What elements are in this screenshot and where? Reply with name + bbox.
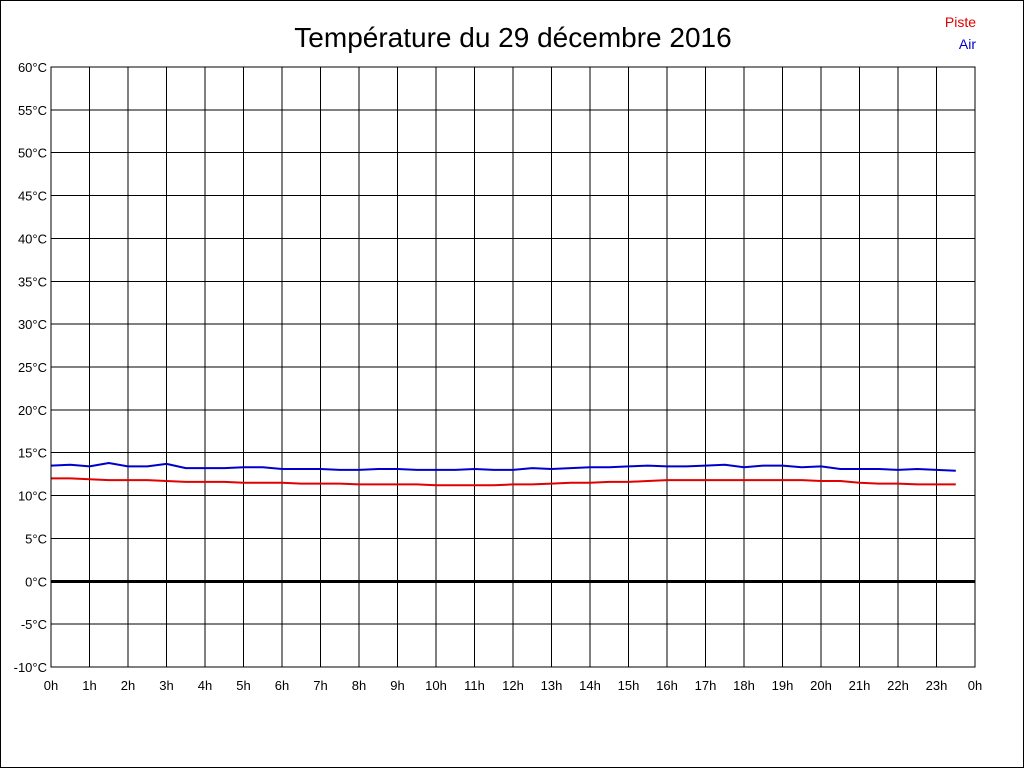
y-tick-label: -10°C xyxy=(14,660,47,675)
x-tick-label: 3h xyxy=(159,678,173,693)
chart-title: Température du 29 décembre 2016 xyxy=(294,22,731,53)
plot-border xyxy=(50,66,976,668)
x-tick-label: 1h xyxy=(82,678,96,693)
y-tick-label: 45°C xyxy=(18,189,47,204)
x-tick-label: 21h xyxy=(849,678,871,693)
x-tick-label: 12h xyxy=(502,678,524,693)
series-lines xyxy=(50,462,956,487)
x-tick-label: 17h xyxy=(695,678,717,693)
y-tick-label: 10°C xyxy=(18,489,47,504)
x-tick-label: 9h xyxy=(390,678,404,693)
y-tick-label: 25°C xyxy=(18,360,47,375)
x-tick-label: 16h xyxy=(656,678,678,693)
x-tick-label: 23h xyxy=(926,678,948,693)
y-tick-label: -5°C xyxy=(21,617,47,632)
y-tick-label: 60°C xyxy=(18,60,47,75)
x-tick-label: 0h xyxy=(44,678,58,693)
y-axis: 60°C 55°C 50°C 45°C 40°C 35°C 30°C 25°C 20°C 15°C… xyxy=(14,60,47,675)
x-tick-label: 15h xyxy=(618,678,640,693)
y-tick-label: 35°C xyxy=(18,274,47,289)
x-tick-label: 14h xyxy=(579,678,601,693)
legend-entry-air: Air xyxy=(959,36,976,52)
y-tick-label: 30°C xyxy=(18,317,47,332)
y-tick-label: 55°C xyxy=(18,103,47,118)
x-tick-label: 6h xyxy=(275,678,289,693)
x-tick-label: 2h xyxy=(121,678,135,693)
x-tick-label: 11h xyxy=(464,678,485,693)
x-tick-label: 5h xyxy=(236,678,250,693)
y-tick-label: 40°C xyxy=(18,231,47,246)
x-axis: 0h 1h 2h 3h 4h 5h 6h 7h 8h 9h 10h 11h 12h 13h 14h 15h 16… xyxy=(44,678,982,693)
series-line-air xyxy=(50,462,956,472)
y-tick-label: 0°C xyxy=(25,574,47,589)
x-tick-label: 8h xyxy=(352,678,366,693)
legend: Piste Air xyxy=(945,14,976,52)
y-tick-label: 15°C xyxy=(18,446,47,461)
x-tick-label: 10h xyxy=(425,678,447,693)
y-tick-label: 20°C xyxy=(18,403,47,418)
x-tick-label: 19h xyxy=(772,678,794,693)
plot-area xyxy=(50,66,976,668)
series-line-piste xyxy=(51,477,956,487)
y-tick-label: 5°C xyxy=(25,531,47,546)
y-tick-label: 50°C xyxy=(18,146,47,161)
x-tick-label: 20h xyxy=(810,678,832,693)
x-tick-label: 22h xyxy=(887,678,909,693)
x-tick-label: 7h xyxy=(313,678,327,693)
x-tick-label: 18h xyxy=(733,678,755,693)
legend-entry-piste: Piste xyxy=(945,14,976,30)
x-tick-label: 13h xyxy=(541,678,563,693)
x-tick-label: 4h xyxy=(198,678,212,693)
x-tick-label: 0h xyxy=(968,678,982,693)
